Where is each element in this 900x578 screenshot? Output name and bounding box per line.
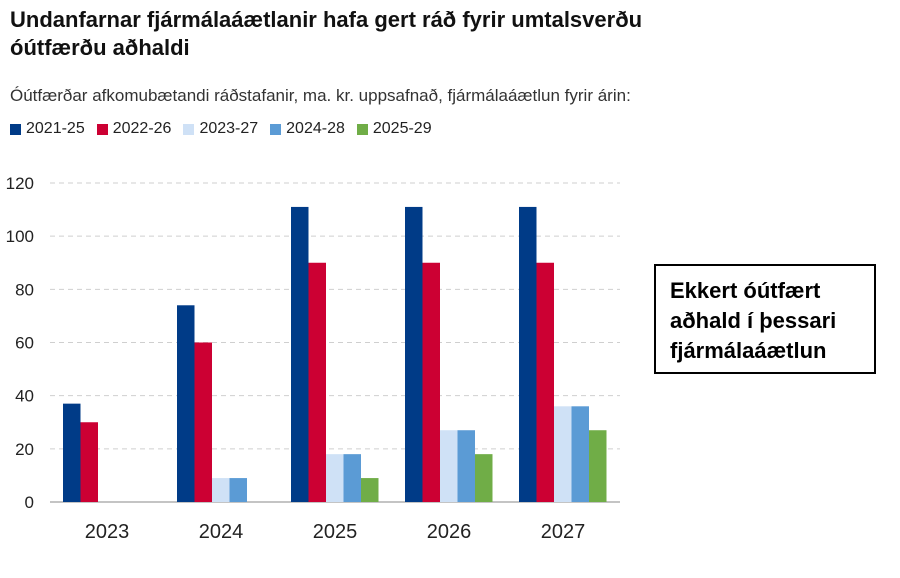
legend-swatch [183, 123, 195, 135]
legend-label: 2023-27 [199, 120, 259, 137]
bar-2023-27-2027 [554, 406, 572, 502]
callout-box: Ekkert óútfært aðhald í þessari fjármála… [654, 264, 876, 374]
bar-2022-26-2023 [80, 422, 98, 502]
legend-label: 2021-25 [26, 120, 85, 137]
legend-swatch [356, 123, 368, 135]
y-tick-label: 100 [6, 227, 34, 246]
legend-label: 2024-28 [286, 120, 345, 137]
legend-item-2022-26: 2022-26 [96, 120, 172, 138]
legend-label: 2025-29 [372, 120, 432, 137]
legend-swatch [270, 123, 282, 135]
bar-2021-25-2026 [405, 206, 423, 503]
legend-swatch [96, 123, 108, 135]
bar-2025-29-2025 [361, 478, 379, 502]
legend-item-2024-28: 2024-28 [270, 120, 345, 138]
chart-subtitle: Óútfærðar afkomubætandi ráðstafanir, ma.… [10, 86, 631, 105]
legend-item-2025-29: 2025-29 [356, 120, 432, 138]
bar-2023-27-2026 [440, 430, 458, 502]
bar-2021-25-2025 [291, 206, 309, 503]
bar-2022-26-2025 [308, 262, 326, 502]
x-tick-label: 2025 [313, 521, 358, 543]
bar-2021-25-2023 [63, 403, 81, 502]
bar-2024-28-2024 [229, 478, 247, 502]
bar-2021-25-2027 [519, 206, 537, 503]
legend-item-2023-27: 2023-27 [183, 120, 258, 138]
y-tick-label: 0 [25, 493, 34, 512]
bar-2024-28-2025 [343, 454, 361, 502]
legend-item-2021-25: 2021-25 [10, 120, 85, 138]
bar-2023-27-2025 [326, 454, 344, 502]
legend-label: 2022-26 [112, 120, 172, 137]
bar-2025-29-2026 [475, 454, 493, 502]
y-tick-label: 120 [6, 174, 34, 193]
bar-2024-28-2027 [571, 406, 589, 502]
bar-2025-29-2027 [589, 430, 607, 502]
x-tick-label: 2023 [85, 521, 130, 543]
chart-legend: 2021-25 2022-26 2023-27 2024-28 2025-29 [10, 120, 444, 138]
bar-2024-28-2026 [457, 430, 475, 502]
bar-2023-27-2024 [212, 478, 230, 502]
x-tick-label: 2026 [427, 521, 472, 543]
y-tick-label: 60 [15, 334, 34, 353]
bar-2022-26-2026 [422, 262, 440, 502]
legend-swatch [10, 123, 21, 135]
bar-2022-26-2024 [194, 342, 212, 502]
x-tick-label: 2024 [199, 521, 244, 543]
chart-title: Undanfarnar fjármálaáætlanir hafa gert r… [10, 7, 643, 60]
y-tick-label: 80 [15, 280, 34, 299]
y-tick-label: 40 [15, 387, 34, 406]
bar-2022-26-2027 [536, 262, 554, 502]
y-tick-label: 20 [15, 440, 34, 459]
x-tick-label: 2027 [541, 521, 586, 543]
bar-2021-25-2024 [177, 305, 195, 502]
